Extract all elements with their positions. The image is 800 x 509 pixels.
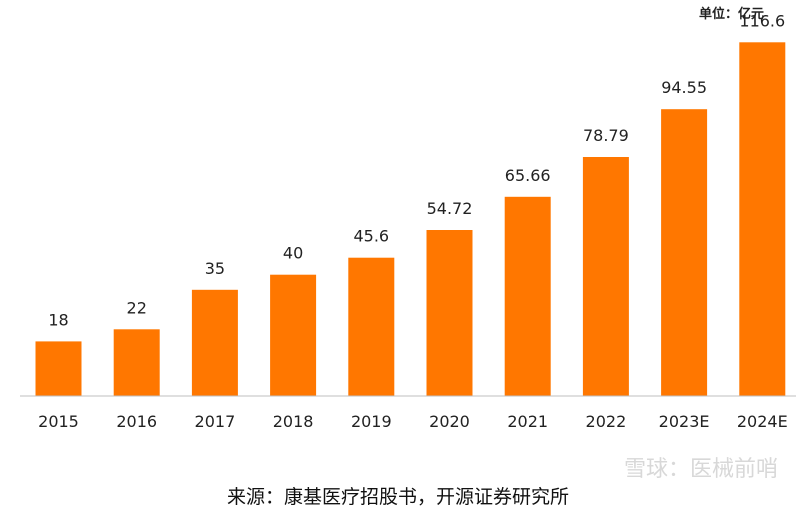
x-tick-label-2020: 2020	[429, 412, 470, 431]
x-tick-label-2023e: 2023E	[659, 412, 710, 431]
bar-2019	[348, 257, 395, 396]
value-label-2023e: 94.55	[661, 78, 707, 97]
value-label-2021: 65.66	[505, 166, 551, 185]
value-label-2018: 40	[283, 244, 303, 263]
x-tick-label-2017: 2017	[195, 412, 236, 431]
bar-2020	[426, 230, 473, 396]
x-tick-label-2018: 2018	[273, 412, 314, 431]
bar-2015	[35, 341, 82, 396]
bar-2022	[582, 157, 629, 396]
bar-2016	[113, 329, 160, 396]
bar-2018	[270, 274, 317, 396]
x-tick-label-2016: 2016	[116, 412, 157, 431]
value-label-2022: 78.79	[583, 126, 629, 145]
source-note: 来源：康基医疗招股书，开源证券研究所	[227, 486, 569, 508]
x-tick-label-2024e: 2024E	[737, 412, 788, 431]
x-tick-label-2015: 2015	[38, 412, 79, 431]
value-label-2017: 35	[205, 259, 225, 278]
bar-2021	[504, 196, 551, 396]
bar-2017	[191, 289, 238, 396]
value-labels-group: 18 22 35 40 45.6 54.72 65.66 78.79 94.55 116.6	[48, 11, 785, 329]
unit-label: 单位：亿元	[699, 6, 764, 22]
x-tick-label-2019: 2019	[351, 412, 392, 431]
value-label-2019: 45.6	[353, 227, 389, 246]
x-tick-labels-group: 2015 2016 2017 2018 2019 2020 2021 2022 2023E 202…	[38, 412, 788, 431]
bars-group	[35, 42, 786, 397]
value-label-2015: 18	[48, 310, 68, 329]
watermark-text: 雪球：医械前哨	[624, 457, 778, 482]
x-tick-label-2022: 2022	[586, 412, 627, 431]
x-tick-label-2021: 2021	[507, 412, 548, 431]
value-label-2024e: 116.6	[739, 11, 785, 30]
bar-2023e	[661, 109, 708, 396]
bar-2024e	[739, 42, 786, 397]
value-label-2016: 22	[127, 298, 147, 317]
value-label-2020: 54.72	[427, 199, 473, 218]
